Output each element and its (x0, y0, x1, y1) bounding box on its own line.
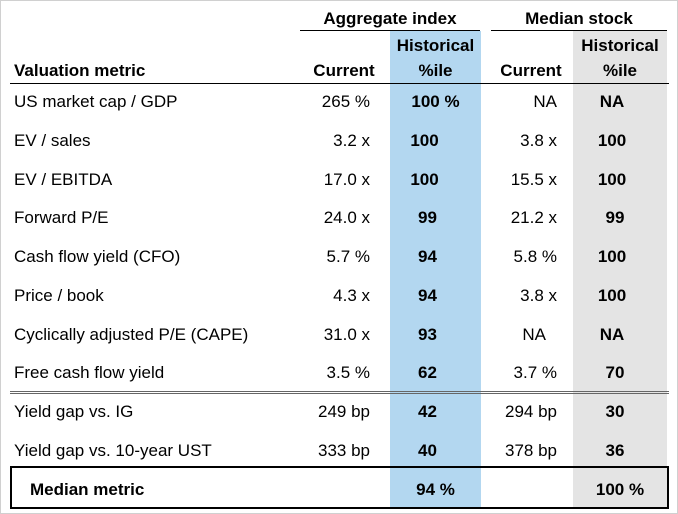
row-med-percentile: 30 (605, 402, 625, 421)
median-percentile-column-highlight (573, 31, 667, 508)
row-metric: US market cap / GDP (14, 92, 178, 111)
row-med-current: 3.8 x (520, 286, 557, 305)
row-metric: Yield gap vs. IG (14, 402, 134, 421)
column-header-med-current: Current (500, 61, 562, 80)
row-agg-current: 5.7 % (326, 247, 370, 266)
aggregate-percentile-column-highlight (390, 31, 481, 508)
row-metric: Free cash flow yield (14, 363, 165, 382)
group-header-aggregate: Aggregate index (323, 9, 457, 28)
row-agg-percentile: 100 % (411, 92, 460, 111)
row-med-percentile: 100 (597, 286, 627, 305)
row-agg-percentile: 94 (418, 286, 437, 305)
row-agg-current: 3.2 x (333, 131, 370, 150)
row-med-current: 3.7 % (513, 363, 557, 382)
summary-med-percentile: 100 % (595, 480, 645, 499)
section-separator (10, 391, 669, 394)
group-underline-median (491, 30, 667, 31)
row-med-percentile: NA (599, 325, 625, 344)
row-med-current: 15.5 x (510, 170, 557, 189)
row-agg-percentile: 40 (418, 441, 437, 460)
row-metric: Cash flow yield (CFO) (14, 247, 181, 266)
row-agg-current: 265 % (321, 92, 370, 111)
row-med-percentile: 100 (597, 131, 627, 150)
median-metric-box (10, 466, 669, 509)
row-agg-current: 4.3 x (333, 286, 370, 305)
row-agg-current: 333 bp (318, 441, 370, 460)
row-med-current: 294 bp (505, 402, 557, 421)
column-header-med-percentile-line1: Historical (581, 36, 659, 55)
row-med-percentile: 70 (605, 363, 625, 382)
row-agg-percentile: 100 (410, 170, 439, 189)
summary-metric: Median metric (30, 480, 145, 499)
row-metric: Cyclically adjusted P/E (CAPE) (14, 325, 249, 344)
row-agg-percentile: 100 (410, 131, 439, 150)
row-agg-current: 31.0 x (323, 325, 370, 344)
row-agg-percentile: 93 (418, 325, 437, 344)
row-metric: EV / EBITDA (14, 170, 113, 189)
summary-agg-percentile: 94 % (416, 480, 455, 499)
row-agg-current: 3.5 % (326, 363, 370, 382)
group-header-median: Median stock (525, 9, 633, 28)
column-header-metric: Valuation metric (14, 61, 146, 80)
row-agg-percentile: 42 (418, 402, 437, 421)
row-med-percentile: 100 (597, 170, 627, 189)
row-metric: Forward P/E (14, 208, 109, 227)
row-med-current: 21.2 x (510, 208, 557, 227)
row-agg-percentile: 99 (418, 208, 437, 227)
row-agg-percentile: 62 (418, 363, 437, 382)
row-metric: Yield gap vs. 10-year UST (14, 441, 212, 460)
row-agg-current: 17.0 x (323, 170, 370, 189)
row-med-current: 5.8 % (513, 247, 557, 266)
column-header-agg-percentile-line1: Historical (396, 36, 475, 55)
row-med-percentile: NA (599, 92, 625, 111)
column-header-agg-current: Current (313, 61, 375, 80)
row-med-current: NA (522, 325, 546, 344)
row-agg-current: 24.0 x (323, 208, 370, 227)
row-med-percentile: 99 (605, 208, 625, 227)
row-metric: EV / sales (14, 131, 91, 150)
row-med-current: NA (533, 92, 557, 111)
row-med-current: 3.8 x (520, 131, 557, 150)
row-med-current: 378 bp (505, 441, 557, 460)
column-header-agg-percentile-line2: %ile (418, 61, 453, 80)
group-underline-aggregate (300, 30, 480, 31)
column-header-med-percentile-line2: %ile (602, 61, 638, 80)
row-agg-percentile: 94 (418, 247, 437, 266)
row-agg-current: 249 bp (318, 402, 370, 421)
header-rule (10, 83, 669, 84)
row-metric: Price / book (14, 286, 104, 305)
row-med-percentile: 100 (597, 247, 627, 266)
row-med-percentile: 36 (605, 441, 625, 460)
